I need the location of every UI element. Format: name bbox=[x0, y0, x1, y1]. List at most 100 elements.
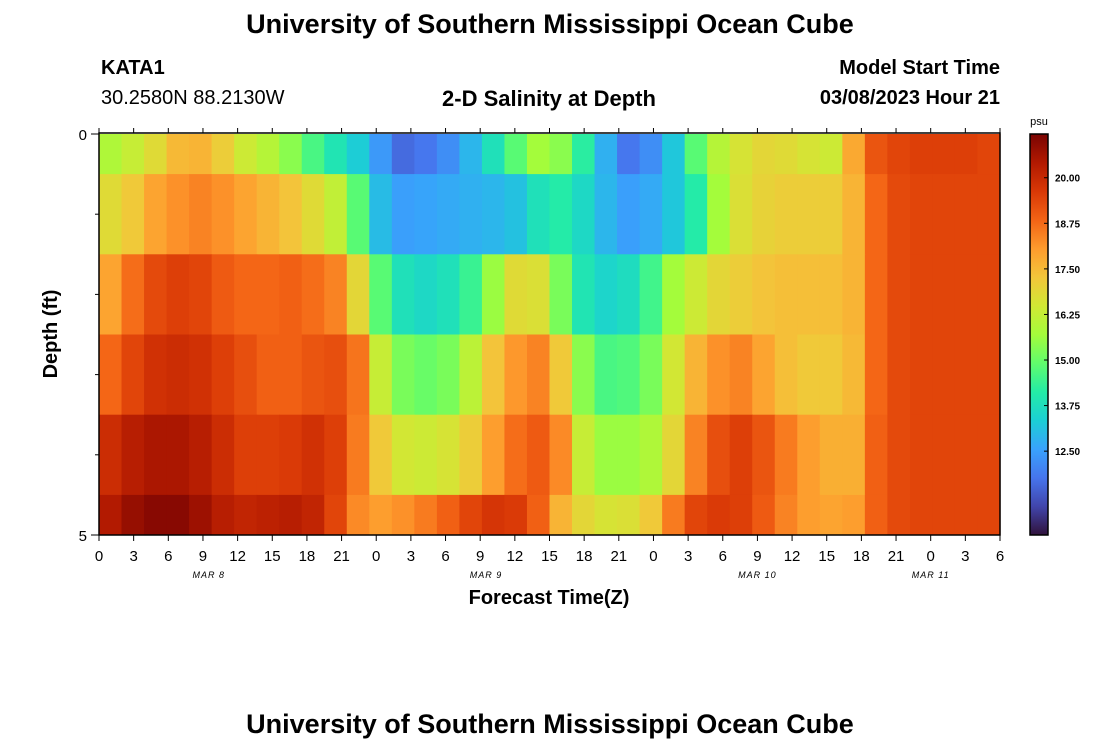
heatmap-cell bbox=[234, 174, 258, 255]
heatmap-cell bbox=[549, 254, 573, 335]
heatmap-cell bbox=[752, 334, 776, 416]
heatmap-cell bbox=[797, 334, 821, 416]
heatmap-cell bbox=[369, 334, 393, 416]
heatmap-cell bbox=[234, 134, 258, 175]
heatmap-cell bbox=[324, 134, 348, 175]
heatmap-cell bbox=[797, 254, 821, 335]
colorbar-tick-label: 16.25 bbox=[1055, 310, 1080, 321]
heatmap-cell bbox=[684, 174, 708, 255]
heatmap-cell bbox=[166, 134, 190, 175]
heatmap-cell bbox=[819, 334, 843, 416]
heatmap-cell bbox=[774, 174, 798, 255]
heatmap-cell bbox=[797, 494, 821, 536]
x-tick-label: 0 bbox=[372, 548, 380, 565]
heatmap-cell bbox=[752, 174, 776, 255]
heatmap-cell bbox=[932, 494, 956, 536]
colorbar-unit: psu bbox=[1030, 116, 1048, 128]
heatmap-cell bbox=[301, 414, 325, 496]
x-tick-label: 3 bbox=[961, 548, 969, 565]
heatmap-cell bbox=[707, 494, 731, 536]
heatmap-cell bbox=[121, 334, 145, 416]
heatmap-cell bbox=[256, 414, 280, 496]
x-tick-label: 15 bbox=[818, 548, 835, 565]
heatmap-cell bbox=[301, 134, 325, 175]
heatmap-cell bbox=[324, 254, 348, 335]
heatmap-cell bbox=[909, 494, 934, 536]
heatmap-cell bbox=[954, 254, 979, 335]
heatmap-cell bbox=[774, 134, 798, 175]
colorbar-tick-label: 15.00 bbox=[1055, 356, 1080, 367]
heatmap-cell bbox=[819, 494, 843, 536]
heatmap-cell bbox=[166, 334, 190, 416]
heatmap-cell bbox=[729, 254, 753, 335]
heatmap-cell bbox=[279, 414, 303, 496]
x-tick-label: 6 bbox=[441, 548, 449, 565]
heatmap-cell bbox=[166, 254, 190, 335]
heatmap-cell bbox=[864, 334, 888, 416]
heatmap-cell bbox=[594, 134, 618, 175]
heatmap-cell bbox=[436, 134, 461, 175]
heatmap-cell bbox=[459, 334, 483, 416]
heatmap-cell bbox=[414, 254, 438, 335]
heatmap-cell bbox=[234, 254, 258, 335]
heatmap-cell bbox=[932, 134, 956, 175]
heatmap-cell bbox=[346, 494, 370, 536]
heatmap-cell bbox=[549, 414, 573, 496]
date-label: MAR 10 bbox=[738, 570, 777, 580]
heatmap-cell bbox=[797, 414, 821, 496]
colorbar-tick-label: 13.75 bbox=[1055, 402, 1080, 413]
y-tick-label: 0 bbox=[79, 127, 87, 144]
heatmap-cell bbox=[707, 254, 731, 335]
heatmap-cell bbox=[617, 414, 641, 496]
heatmap-cell bbox=[977, 174, 1001, 255]
heatmap-cell bbox=[99, 494, 123, 536]
heatmap-cell bbox=[414, 134, 438, 175]
heatmap-cell bbox=[526, 494, 551, 536]
heatmap-cell bbox=[774, 334, 798, 416]
heatmap-cell bbox=[99, 254, 123, 335]
heatmap-cell bbox=[684, 134, 708, 175]
heatmap-cell bbox=[121, 254, 145, 335]
heatmap-cell bbox=[121, 494, 145, 536]
colorbar-tick-label: 18.75 bbox=[1055, 219, 1080, 230]
heatmap-cell bbox=[99, 134, 123, 175]
heatmap-cell bbox=[324, 174, 348, 255]
heatmap-cell bbox=[369, 494, 393, 536]
heatmap-cell bbox=[301, 254, 325, 335]
heatmap-cell bbox=[99, 334, 123, 416]
heatmap-cell bbox=[121, 414, 145, 496]
heatmap-cell bbox=[459, 134, 483, 175]
heatmap-cell bbox=[211, 254, 235, 335]
heatmap-cell bbox=[301, 494, 325, 536]
heatmap-cell bbox=[549, 334, 573, 416]
heatmap-cell bbox=[864, 414, 888, 496]
y-axis-label: Depth (ft) bbox=[40, 290, 62, 379]
heatmap-cell bbox=[819, 414, 843, 496]
heatmap-cell bbox=[572, 134, 596, 175]
heatmap-cell bbox=[594, 334, 618, 416]
heatmap-cell bbox=[189, 414, 213, 496]
heatmap-cell bbox=[301, 334, 325, 416]
heatmap-cell bbox=[504, 254, 528, 335]
heatmap-cell bbox=[481, 414, 506, 496]
x-tick-label: 12 bbox=[229, 548, 246, 565]
heatmap-cell bbox=[977, 334, 1001, 416]
heatmap-cell bbox=[324, 494, 348, 536]
heatmap-cell bbox=[549, 134, 573, 175]
heatmap-cell bbox=[662, 174, 686, 255]
heatmap-cell bbox=[211, 334, 235, 416]
heatmap-cell bbox=[256, 494, 280, 536]
heatmap-cell bbox=[639, 334, 663, 416]
heatmap-cell bbox=[346, 134, 370, 175]
chart-title: 2-D Salinity at Depth bbox=[442, 86, 656, 111]
heatmap-cell bbox=[864, 254, 888, 335]
heatmap-cell bbox=[144, 174, 168, 255]
heatmap-cell bbox=[639, 254, 663, 335]
heatmap-cell bbox=[662, 134, 686, 175]
x-tick-label: 6 bbox=[719, 548, 727, 565]
heatmap-cell bbox=[662, 414, 686, 496]
heatmap-cell bbox=[954, 414, 979, 496]
heatmap-cell bbox=[617, 334, 641, 416]
heatmap-cell bbox=[977, 414, 1001, 496]
